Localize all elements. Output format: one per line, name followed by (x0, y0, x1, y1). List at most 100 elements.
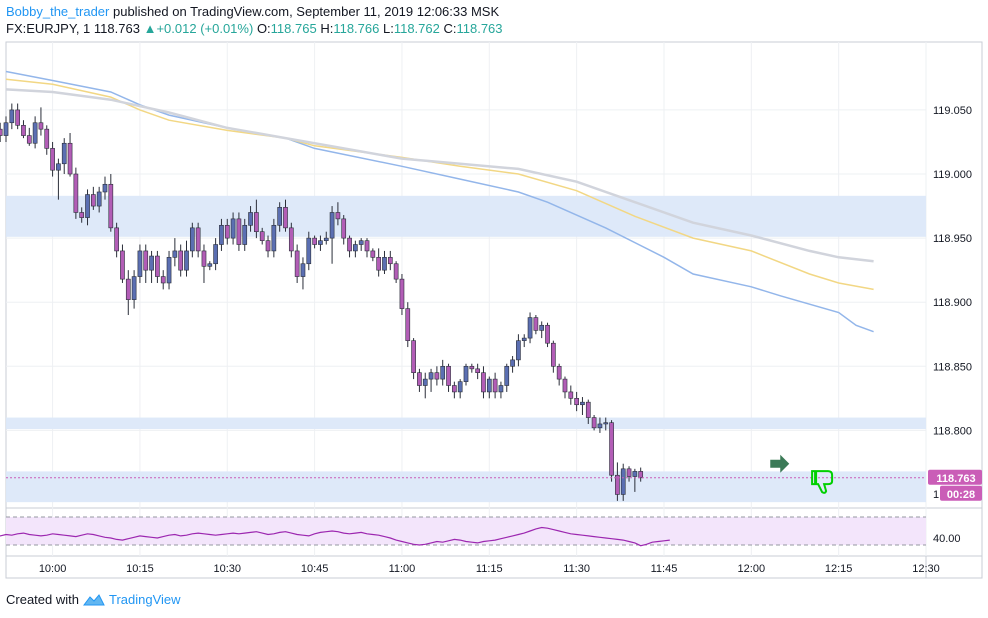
candle-body (620, 468, 626, 495)
x-tick-label: 10:45 (301, 563, 329, 575)
candle-body (288, 227, 294, 252)
support-resistance-zone (6, 471, 926, 503)
publish-info: published on TradingView.com, September … (112, 4, 500, 19)
candle-body (131, 276, 137, 300)
candle-body (568, 391, 574, 399)
change-value: +0.012 (+0.01%) (156, 21, 254, 36)
candle-body (632, 471, 638, 477)
candle-body (201, 250, 207, 267)
candle-body (300, 263, 306, 277)
candle-body (166, 257, 172, 284)
candle-body (562, 378, 568, 393)
author-link[interactable]: Bobby_the_trader (6, 4, 110, 19)
rsi-band (6, 517, 926, 545)
candle-body (469, 365, 475, 370)
candle-body (329, 212, 335, 239)
x-tick-label: 10:30 (214, 563, 242, 575)
zones (6, 195, 926, 503)
candle-body (358, 240, 364, 245)
y-tick-label: 118.800 (933, 425, 972, 437)
candle-body (114, 227, 119, 252)
candle-body (149, 255, 154, 271)
x-tick-label: 12:30 (912, 563, 940, 575)
countdown-label: 00:28 (947, 489, 975, 501)
candle-body (376, 257, 381, 271)
candle-body (387, 257, 393, 265)
candle-body (422, 378, 428, 386)
candle-body (271, 224, 277, 252)
candle-body (79, 212, 85, 218)
candle-body (26, 135, 32, 144)
candle-body (15, 109, 20, 126)
candle-body (539, 324, 545, 331)
low-label: L: (382, 21, 394, 36)
axes: 119.050 119.000 118.950 118.900 118.850 118.8… (6, 105, 982, 575)
high-label: H: (320, 21, 334, 36)
close-label: C: (443, 21, 457, 36)
candle-body (516, 340, 521, 361)
candle-body (475, 368, 480, 373)
symbol-label: FX:EURJPY, 1 (6, 21, 91, 36)
high-value: 118.766 (333, 21, 380, 36)
candle-body (603, 422, 609, 425)
candle-body (102, 183, 108, 193)
candle-body (585, 401, 591, 418)
open-value: 118.765 (270, 21, 317, 36)
rsi-pane (0, 516, 926, 547)
candle-body (481, 372, 486, 393)
candle-body (32, 122, 38, 144)
candle-body (277, 207, 283, 226)
candle-body (56, 163, 61, 171)
candle-body (446, 365, 451, 386)
candle-body (452, 385, 457, 393)
candle-body (498, 385, 504, 393)
candle-body (125, 278, 131, 300)
open-label: O: (256, 21, 271, 36)
candle-body (259, 231, 265, 241)
candle-body (533, 317, 539, 331)
candle-body (399, 278, 405, 309)
candle-body (463, 365, 469, 382)
candle-body (364, 240, 370, 252)
candle-body (323, 237, 329, 241)
candle-body (67, 142, 73, 175)
candle-body (44, 128, 50, 149)
candle-body (85, 194, 90, 218)
arrow-right-icon (770, 454, 790, 473)
y-tick-label: 119.000 (933, 169, 972, 181)
candle-body (609, 422, 614, 476)
candle-body (486, 378, 492, 393)
candle-body (230, 218, 236, 239)
x-tick-label: 11:30 (563, 563, 590, 575)
last-price-tag (928, 469, 982, 485)
footer: Created with TradingView (6, 592, 181, 607)
candle-body (38, 122, 44, 130)
y-tick-label: 119.050 (933, 105, 972, 117)
candle-body (178, 250, 184, 271)
candle-body (457, 381, 463, 393)
candle-body (254, 212, 259, 233)
candle-body (405, 308, 411, 341)
candle-body (91, 194, 96, 207)
candle-body (137, 250, 143, 277)
candle-body (9, 109, 15, 124)
candle-body (306, 237, 312, 265)
countdown-tag (940, 485, 982, 501)
candle-body (574, 398, 579, 406)
candle-body (556, 365, 562, 380)
support-resistance-zone (6, 417, 926, 430)
candle-body (224, 224, 230, 239)
tradingview-brand-link[interactable]: TradingView (108, 592, 181, 607)
candle-body (0, 128, 3, 136)
candle-body (73, 173, 79, 213)
candle-body (318, 240, 323, 245)
candle-body (248, 212, 253, 226)
candle-body (521, 337, 527, 341)
candle-body (527, 317, 533, 339)
candle-body (189, 227, 195, 252)
ohlc-line: FX:EURJPY, 1 118.763 ▲+0.012 (+0.01%) O:… (6, 21, 503, 36)
chart-svg[interactable]: 119.050 119.000 118.950 118.900 118.850 118.8… (0, 0, 988, 590)
x-tick-label: 11:45 (651, 563, 678, 575)
candle-body (440, 365, 446, 380)
x-tick-label: 10:15 (126, 563, 154, 575)
